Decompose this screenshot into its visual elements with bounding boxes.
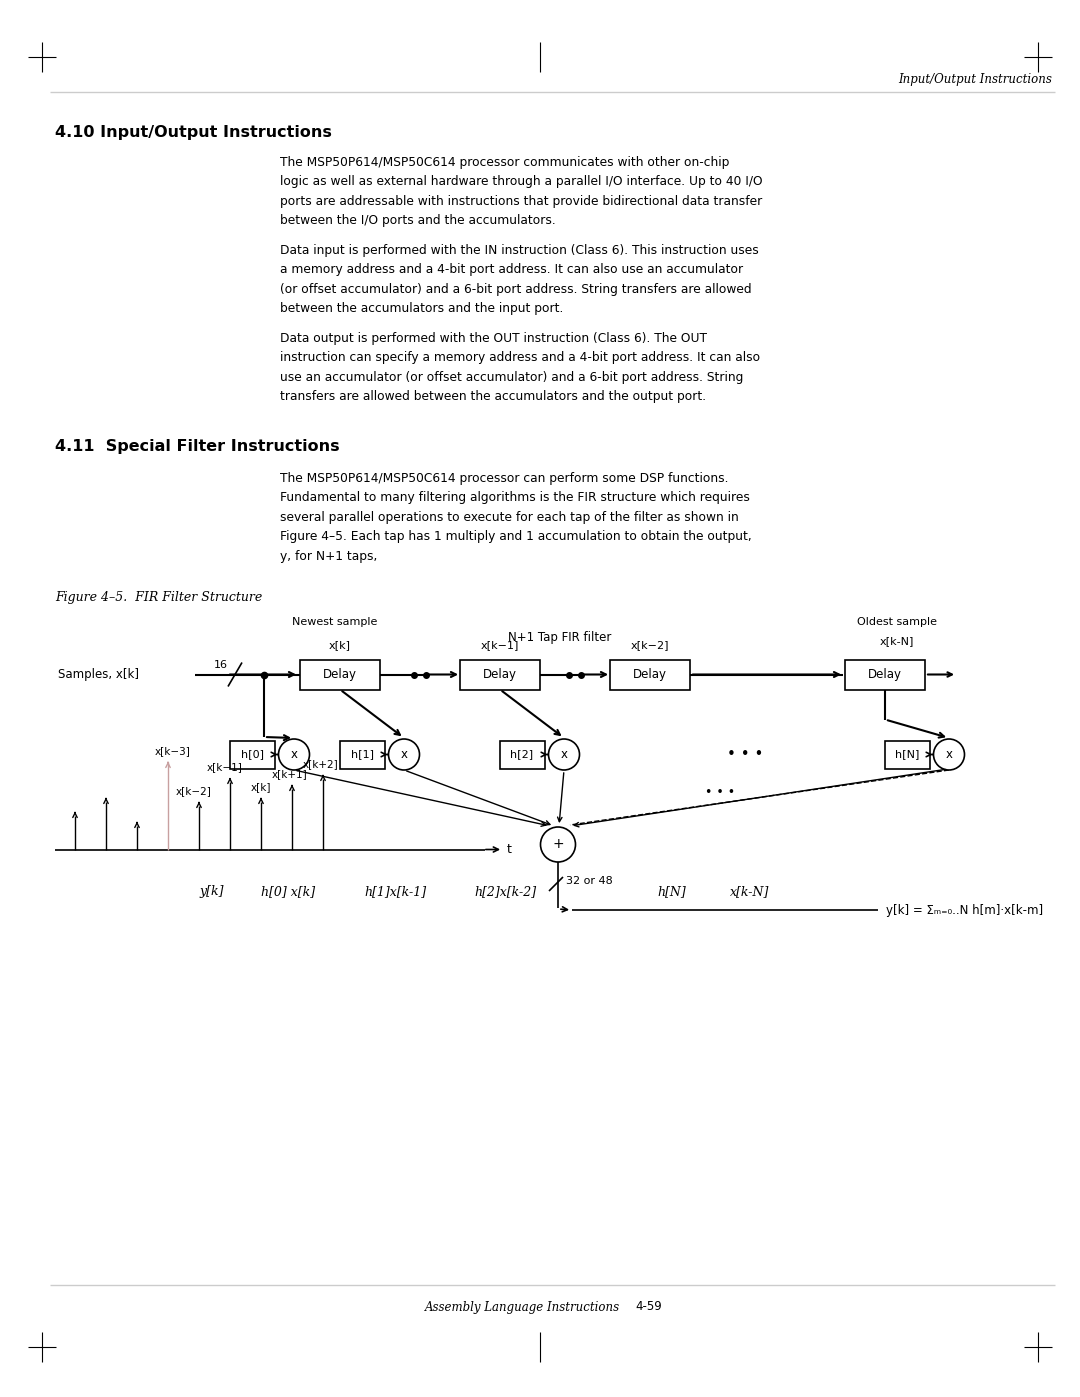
Circle shape: [389, 739, 419, 770]
Text: x[k-N]: x[k-N]: [880, 637, 914, 647]
Text: 4.11  Special Filter Instructions: 4.11 Special Filter Instructions: [55, 439, 339, 454]
Text: x: x: [945, 747, 953, 761]
Text: 4.10 Input/Output Instructions: 4.10 Input/Output Instructions: [55, 124, 332, 140]
Bar: [610, 659, 690, 690]
Text: Fundamental to many filtering algorithms is the FIR structure which requires: Fundamental to many filtering algorithms…: [280, 490, 750, 504]
Text: h[0]: h[0]: [241, 750, 264, 760]
Text: Oldest sample: Oldest sample: [858, 616, 937, 626]
Text: transfers are allowed between the accumulators and the output port.: transfers are allowed between the accumu…: [280, 390, 706, 402]
Text: y[k]: y[k]: [200, 886, 225, 898]
Bar: [229, 740, 274, 768]
Text: x[k+2]: x[k+2]: [303, 760, 339, 770]
Text: 32 or 48: 32 or 48: [566, 876, 612, 886]
Text: x[k−3]: x[k−3]: [156, 746, 191, 757]
Text: • • •: • • •: [727, 747, 764, 761]
Text: x[k-N]: x[k-N]: [730, 886, 770, 898]
Text: h[N]: h[N]: [895, 750, 919, 760]
Text: h[1]: h[1]: [351, 750, 374, 760]
Circle shape: [549, 739, 580, 770]
Text: x: x: [401, 747, 407, 761]
Bar: [460, 659, 540, 690]
Text: +: +: [552, 837, 564, 851]
Text: x[k+1]: x[k+1]: [272, 770, 308, 780]
Text: 16: 16: [214, 659, 228, 669]
Text: y, for N+1 taps,: y, for N+1 taps,: [280, 549, 377, 563]
Text: y[k] = Σₘ₌₀..N h[m]·x[k-m]: y[k] = Σₘ₌₀..N h[m]·x[k-m]: [886, 904, 1043, 916]
Text: • • •: • • •: [705, 787, 735, 799]
Circle shape: [279, 739, 310, 770]
Text: (or offset accumulator) and a 6-bit port address. String transfers are allowed: (or offset accumulator) and a 6-bit port…: [280, 282, 752, 296]
Circle shape: [933, 739, 964, 770]
Text: Figure 4–5. Each tap has 1 multiply and 1 accumulation to obtain the output,: Figure 4–5. Each tap has 1 multiply and …: [280, 529, 752, 543]
Bar: [885, 740, 930, 768]
Text: Delay: Delay: [323, 668, 357, 680]
Text: several parallel operations to execute for each tap of the filter as shown in: several parallel operations to execute f…: [280, 510, 739, 524]
Text: Figure 4–5.  FIR Filter Structure: Figure 4–5. FIR Filter Structure: [55, 591, 262, 604]
Bar: [499, 740, 544, 768]
Bar: [300, 659, 380, 690]
Text: Delay: Delay: [483, 668, 517, 680]
Text: x: x: [561, 747, 567, 761]
Text: Data output is performed with the OUT instruction (Class 6). The OUT: Data output is performed with the OUT in…: [280, 331, 707, 345]
Bar: [845, 659, 924, 690]
Text: x[k]: x[k]: [329, 640, 351, 651]
Text: Data input is performed with the IN instruction (Class 6). This instruction uses: Data input is performed with the IN inst…: [280, 243, 759, 257]
Text: 4-59: 4-59: [635, 1301, 662, 1313]
Text: a memory address and a 4-bit port address. It can also use an accumulator: a memory address and a 4-bit port addres…: [280, 263, 743, 277]
Text: The MSP50P614/MSP50C614 processor communicates with other on-chip: The MSP50P614/MSP50C614 processor commun…: [280, 155, 729, 169]
Text: Input/Output Instructions: Input/Output Instructions: [899, 73, 1052, 85]
Text: The MSP50P614/MSP50C614 processor can perform some DSP functions.: The MSP50P614/MSP50C614 processor can pe…: [280, 472, 729, 485]
Text: x[k−2]: x[k−2]: [631, 640, 670, 651]
Text: Samples, x[k]: Samples, x[k]: [58, 668, 139, 680]
Text: ports are addressable with instructions that provide bidirectional data transfer: ports are addressable with instructions …: [280, 194, 762, 208]
Text: x[k]: x[k]: [251, 782, 271, 792]
Text: instruction can specify a memory address and a 4-bit port address. It can also: instruction can specify a memory address…: [280, 351, 760, 365]
Text: Delay: Delay: [868, 668, 902, 680]
Text: t: t: [507, 842, 512, 856]
Text: N+1 Tap FIR filter: N+1 Tap FIR filter: [509, 631, 611, 644]
Text: h[2]: h[2]: [511, 750, 534, 760]
Text: between the I/O ports and the accumulators.: between the I/O ports and the accumulato…: [280, 214, 556, 226]
Text: logic as well as external hardware through a parallel I/O interface. Up to 40 I/: logic as well as external hardware throu…: [280, 175, 762, 189]
Bar: [339, 740, 384, 768]
Text: Assembly Language Instructions: Assembly Language Instructions: [424, 1301, 620, 1313]
Text: Delay: Delay: [633, 668, 667, 680]
Circle shape: [540, 827, 576, 862]
Text: h[0] x[k]: h[0] x[k]: [261, 886, 315, 898]
Text: x[k−1]: x[k−1]: [207, 763, 243, 773]
Text: use an accumulator (or offset accumulator) and a 6-bit port address. String: use an accumulator (or offset accumulato…: [280, 370, 743, 384]
Text: x: x: [291, 747, 297, 761]
Text: h[1]x[k-1]: h[1]x[k-1]: [364, 886, 427, 898]
Text: h[2]x[k-2]: h[2]x[k-2]: [474, 886, 536, 898]
Text: x[k−2]: x[k−2]: [176, 787, 212, 796]
Text: x[k−1]: x[k−1]: [481, 640, 519, 651]
Text: Newest sample: Newest sample: [293, 616, 378, 626]
Text: h[N]: h[N]: [658, 886, 687, 898]
Text: between the accumulators and the input port.: between the accumulators and the input p…: [280, 302, 564, 314]
